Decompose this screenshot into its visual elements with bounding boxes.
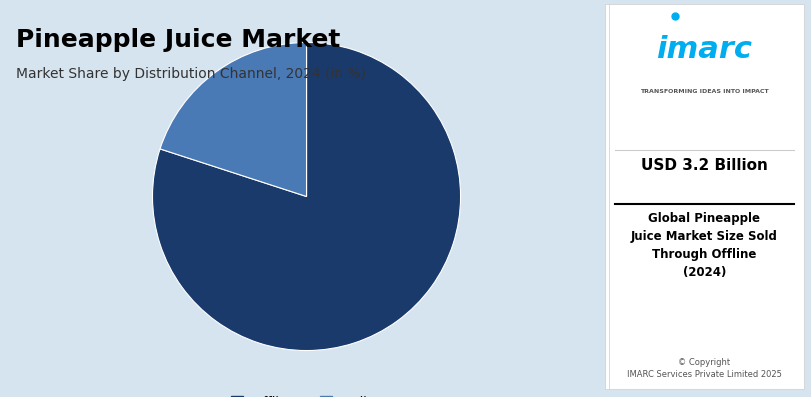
Wedge shape bbox=[152, 42, 460, 351]
Text: Pineapple Juice Market: Pineapple Juice Market bbox=[16, 28, 340, 52]
Wedge shape bbox=[160, 42, 307, 197]
Text: imarc: imarc bbox=[655, 35, 752, 64]
Text: Global Pineapple
Juice Market Size Sold
Through Offline
(2024): Global Pineapple Juice Market Size Sold … bbox=[630, 212, 777, 279]
Text: USD 3.2 Billion: USD 3.2 Billion bbox=[640, 158, 767, 173]
FancyBboxPatch shape bbox=[604, 4, 803, 389]
Text: TRANSFORMING IDEAS INTO IMPACT: TRANSFORMING IDEAS INTO IMPACT bbox=[639, 89, 768, 94]
Text: © Copyright
IMARC Services Private Limited 2025: © Copyright IMARC Services Private Limit… bbox=[626, 358, 781, 379]
Legend: Offline, Online: Offline, Online bbox=[225, 391, 387, 397]
Text: Market Share by Distribution Channel, 2024 (in %): Market Share by Distribution Channel, 20… bbox=[16, 67, 366, 81]
